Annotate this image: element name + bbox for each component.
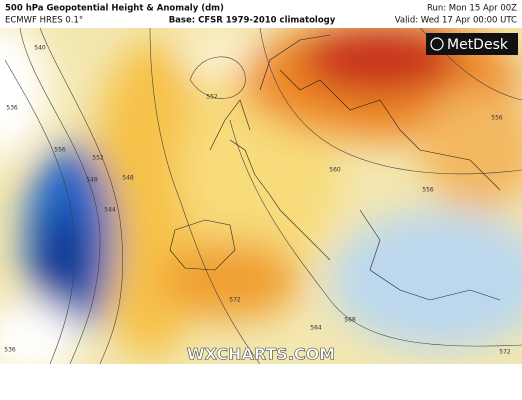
contour-label: 552 [206,94,218,101]
contour-label: 556 [422,187,434,194]
contour-label: 548 [122,175,134,182]
logo: MetDesk [426,33,518,55]
watermark: WXCHARTS.COM [187,345,335,364]
contour-label: 544 [104,207,116,214]
model-label: ECMWF HRES 0.1° [5,16,83,26]
valid-label: Valid: Wed 17 Apr 00:00 UTC [395,16,517,26]
logo-text: MetDesk [447,37,509,53]
map: 540 548 552 556 536 544 552 560 556 548 556 564 572 5… [0,28,522,364]
contour-label: 548 [86,177,98,184]
contour-label: 572 [499,349,511,356]
contour-label: 540 [34,45,46,52]
contour-label: 536 [4,347,16,354]
base-label: Base: CFSR 1979-2010 climatology [169,16,336,26]
contour-label: 560 [329,167,341,174]
run-label: Run: Mon 15 Apr 00Z [427,4,517,14]
contour-label: 564 [310,325,322,332]
contour-label: 568 [344,317,356,324]
contour-label: 556 [491,115,503,122]
contour-label: 572 [229,297,241,304]
contour-label: 552 [92,155,104,162]
contour-label: 536 [6,105,18,112]
map-title: 500 hPa Geopotential Height & Anomaly (d… [5,4,224,14]
contour-label: 556 [54,147,66,154]
